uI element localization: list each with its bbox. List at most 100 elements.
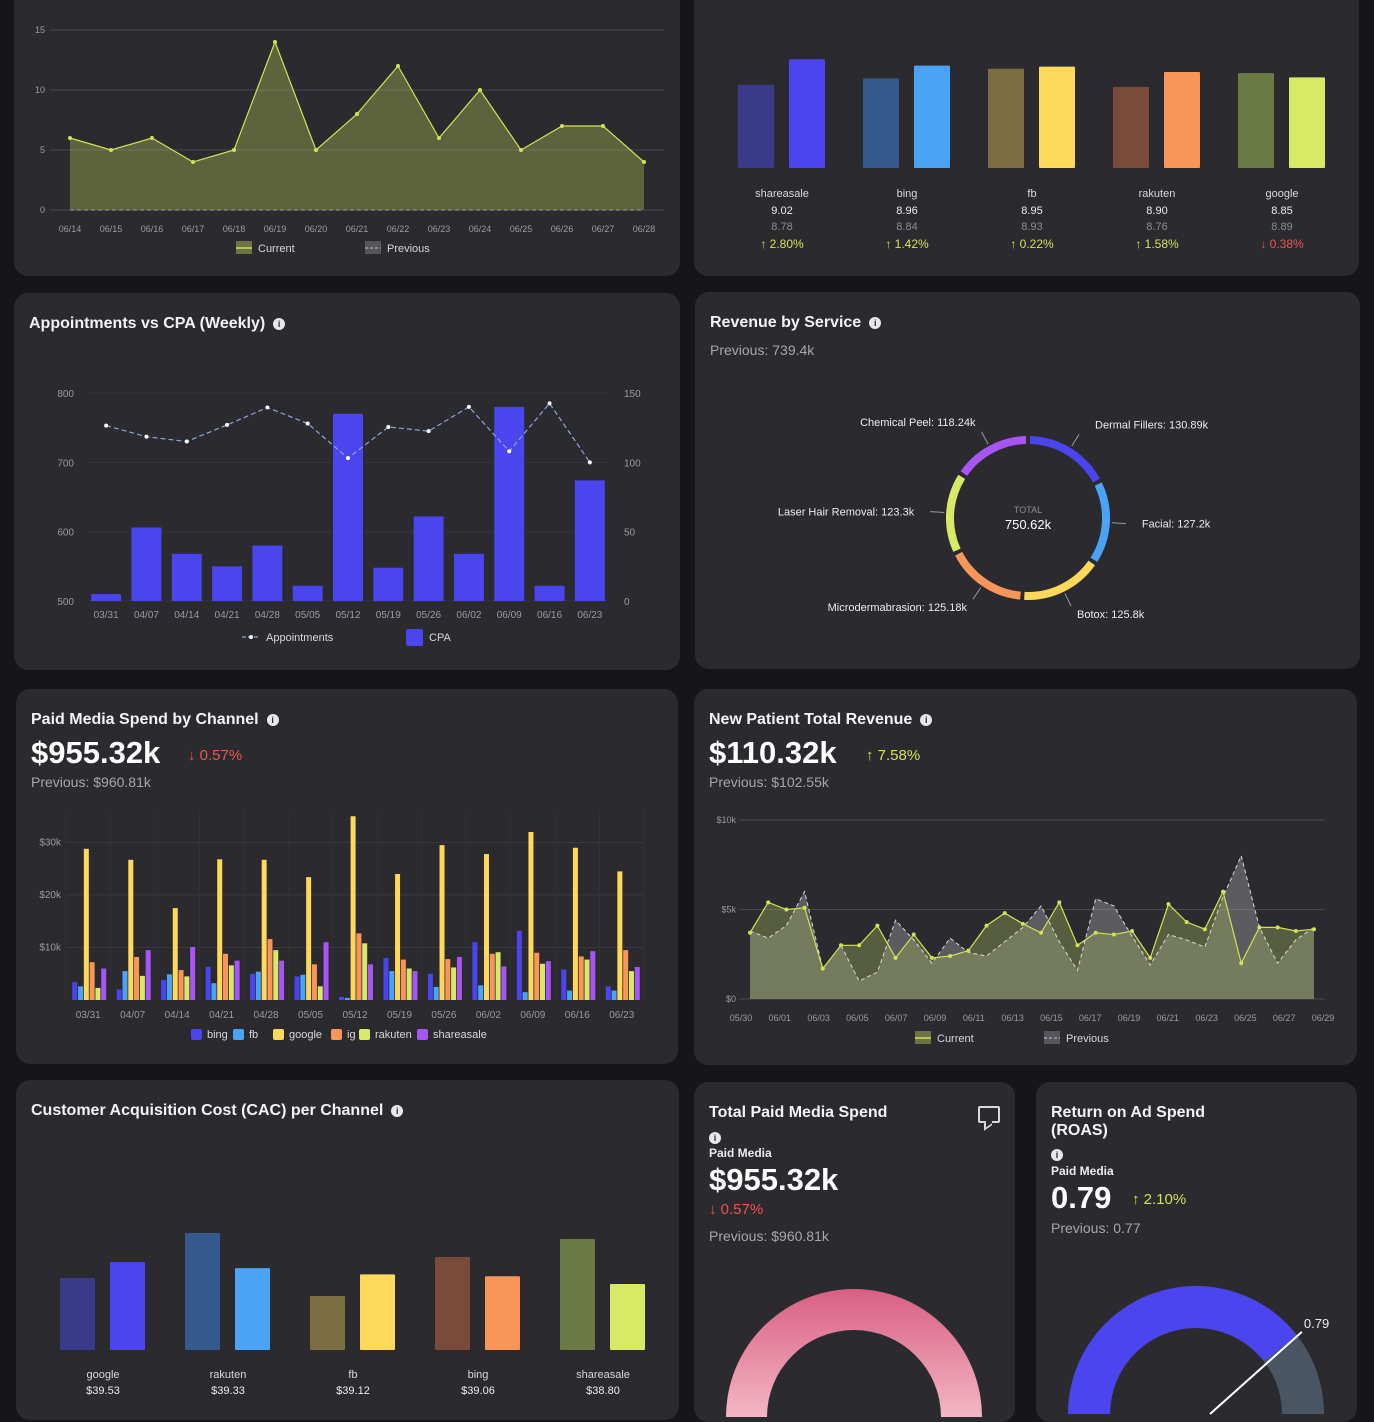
y-tick-label: $10k <box>716 815 736 825</box>
slice-label: Laser Hair Removal: 123.3k <box>778 507 915 519</box>
donut-slice <box>960 436 1027 476</box>
x-tick-label: 06/25 <box>1234 1013 1257 1023</box>
y-left-tick: 700 <box>57 458 74 469</box>
y-right-tick: 50 <box>624 528 636 539</box>
donut-total-label: TOTAL <box>1014 505 1042 515</box>
point-current <box>355 112 359 116</box>
legend-swatch-shareasale <box>417 1029 428 1040</box>
roas-card: Return on Ad Spend (ROAS) i Paid Media 0… <box>1036 1082 1357 1422</box>
point-current <box>948 954 953 959</box>
info-icon[interactable]: i <box>1051 1148 1063 1161</box>
bar-google <box>350 816 356 1000</box>
channel-name: rakuten <box>1139 188 1176 200</box>
bar-rakuten <box>139 975 145 1000</box>
point-current <box>1093 930 1098 935</box>
paid-media-chart: $10k $20k $30k 03/31 04/07 04/14 04/21 04/28 05/… <box>39 811 645 1041</box>
y-tick-label: $10k <box>39 943 62 954</box>
arrow-down-icon: ↓ <box>709 1201 717 1218</box>
info-icon-wrap: i <box>1051 1146 1063 1164</box>
y-right-tick: 150 <box>624 389 641 400</box>
bar-rakuten <box>184 976 190 1000</box>
bar-fb <box>122 971 128 1000</box>
bar-cpa <box>131 527 162 601</box>
info-icon[interactable]: i <box>920 713 933 726</box>
bar-rakuten <box>451 967 457 1000</box>
bar-fb <box>211 983 217 1000</box>
x-tick-label: 06/16 <box>565 1010 590 1021</box>
point-current <box>1184 920 1189 925</box>
y-left-tick: 600 <box>57 528 74 539</box>
bar-cpa <box>212 566 243 601</box>
legend-swatch-cpa <box>406 629 423 646</box>
bar-fb <box>255 971 261 1000</box>
legend-label-bing: bing <box>207 1029 228 1041</box>
total-spend-subtitle: Paid Media <box>709 1146 772 1160</box>
channel-current: 8.95 <box>1021 205 1042 217</box>
point-appointments <box>466 404 471 409</box>
info-icon[interactable]: i <box>273 317 286 330</box>
bar-bing <box>427 973 433 1000</box>
bar-google <box>261 859 267 1000</box>
bar-rakuten <box>317 986 323 1000</box>
bar-fb <box>78 986 84 1000</box>
channel-previous: 8.93 <box>1021 221 1042 233</box>
point-appointments <box>507 449 512 454</box>
x-tick-label: 06/23 <box>1195 1013 1218 1023</box>
channel-name: google <box>1265 188 1298 200</box>
channel-name: shareasale <box>576 1369 630 1381</box>
bar-shareasale <box>501 966 507 1000</box>
x-tick-label: 06/19 <box>264 224 287 234</box>
point-current <box>1130 928 1135 933</box>
x-tick-label: 06/22 <box>387 224 410 234</box>
point-current <box>802 905 807 910</box>
bar-current <box>1289 77 1325 168</box>
point-current <box>1275 925 1280 930</box>
x-tick-label: 06/23 <box>609 1010 634 1021</box>
bar-rakuten <box>273 950 279 1000</box>
info-icon[interactable]: i <box>266 713 279 726</box>
bar-current <box>110 1262 145 1350</box>
channel-name: fb <box>1027 188 1036 200</box>
point-current <box>820 966 825 971</box>
channel-change: ↑ 2.80% <box>760 237 804 251</box>
point-current <box>1002 911 1007 916</box>
cac-bar-chart: google $39.53 rakuten $39.33 fb $39.12 bing $39… <box>60 1233 645 1397</box>
line-current <box>749 889 1315 970</box>
bar-rakuten <box>95 987 101 1000</box>
legend-swatch-ig <box>331 1029 342 1040</box>
revenue-donut-chart: Dermal Fillers: 130.89k Facial: 127.2k Bot… <box>778 417 1211 621</box>
appointments-title: Appointments vs CPA (Weekly) i <box>29 315 286 333</box>
info-icon[interactable]: i <box>869 316 882 329</box>
appointments-chart: 500 600 700 800 0 50 100 150 03/31 04/07 04/14 04/2… <box>57 389 641 646</box>
legend-label-cpa: CPA <box>429 632 451 644</box>
bar-google <box>395 874 401 1000</box>
spend-gauge <box>726 1289 982 1417</box>
y-right-tick: 100 <box>624 458 641 469</box>
legend-label-shareasale: shareasale <box>433 1029 487 1041</box>
revenue-service-previous: Previous: 739.4k <box>710 342 815 358</box>
point-appointments <box>225 422 230 427</box>
channel-cac: $39.06 <box>461 1385 495 1397</box>
roas-title-line1: Return on Ad Spend <box>1051 1104 1206 1121</box>
x-tick-label: 04/28 <box>255 610 280 621</box>
bar-rakuten <box>584 959 590 1000</box>
roas-gauge-label: 0.79 <box>1304 1316 1329 1331</box>
x-tick-label: 05/19 <box>376 610 401 621</box>
x-tick-label: 04/14 <box>165 1010 190 1021</box>
info-icon[interactable]: i <box>709 1131 721 1144</box>
point-current <box>1111 932 1116 937</box>
info-icon[interactable]: i <box>391 1104 404 1117</box>
channel-previous: 8.78 <box>771 221 792 233</box>
roas-previous: Previous: 0.77 <box>1051 1220 1141 1236</box>
bar-current <box>485 1276 520 1350</box>
roas-gauge: 0.79 <box>1068 1286 1329 1415</box>
x-tick-label: 04/21 <box>215 610 240 621</box>
point-current <box>396 64 400 68</box>
bar-rakuten <box>628 971 634 1000</box>
x-tick-label: 06/16 <box>537 610 562 621</box>
y-tick-label: 0 <box>40 205 45 215</box>
channel-name: bing <box>468 1369 489 1381</box>
comment-icon[interactable] <box>978 1106 1000 1123</box>
bar-current <box>610 1284 645 1350</box>
y-tick-label: $20k <box>39 890 62 901</box>
